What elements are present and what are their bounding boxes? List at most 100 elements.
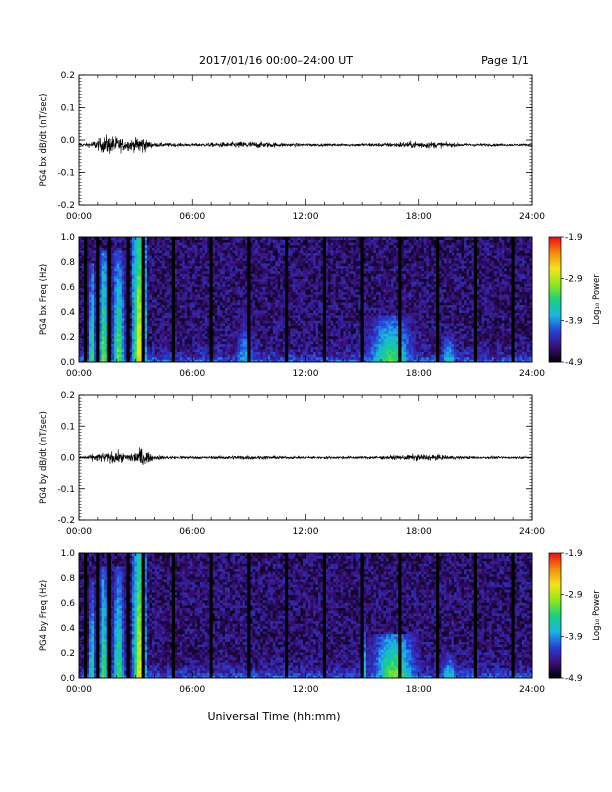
spectrogram-cell (255, 315, 259, 319)
spectrogram-cell (240, 268, 243, 272)
spectrogram-cell (177, 257, 181, 261)
spectrogram-cell (237, 335, 241, 339)
spectrogram-cell (199, 252, 203, 256)
spectrogram-cell (99, 263, 103, 267)
spectrogram-cell (250, 239, 254, 243)
spectrogram-cell (204, 291, 208, 295)
spectrogram-cell (255, 276, 259, 280)
spectrogram-cell (219, 354, 223, 358)
spectrogram-cell (119, 309, 123, 313)
spectrogram-cell (325, 283, 329, 287)
spectrogram-cell (227, 320, 231, 324)
spectrogram-cell (245, 312, 249, 316)
spectrogram-cell (139, 356, 143, 360)
spectrogram-cell (315, 247, 319, 251)
spectrogram-cell (275, 276, 279, 280)
spectrogram-cell (101, 260, 105, 264)
spectrogram-cell (270, 320, 274, 324)
spectrogram-cell (189, 239, 193, 243)
spectrogram-cell (89, 270, 92, 274)
spectrogram-cell (111, 320, 115, 324)
spectrogram-cell (315, 322, 319, 326)
spectrogram-cell (305, 354, 309, 358)
spectrogram-cell (297, 304, 301, 308)
spectrogram-cell (252, 276, 256, 280)
spectrogram-cell (250, 356, 254, 360)
spectrogram-cell (207, 260, 211, 264)
spectrogram-cell (119, 273, 123, 277)
spectrogram-cell (318, 294, 321, 298)
spectrogram-cell (86, 255, 90, 259)
spectrogram-cell (252, 270, 256, 274)
spectrogram-cell (124, 312, 128, 316)
spectrogram-cell (207, 312, 211, 316)
spectrogram-cell (214, 302, 218, 306)
spectrogram-cell (255, 309, 259, 313)
spectrogram-cell (134, 351, 138, 355)
spectrogram-cell (262, 307, 266, 311)
spectrogram-cell (192, 239, 196, 243)
spectrogram-cell (129, 304, 133, 308)
spectrogram-cell (315, 309, 319, 313)
spectrogram-cell (114, 273, 118, 277)
spectrogram-cell (277, 281, 281, 285)
spectrogram-cell (86, 294, 90, 298)
spectrogram-cell (325, 322, 329, 326)
spectrogram-cell (174, 307, 178, 311)
spectrogram-cell (300, 252, 304, 256)
spectrogram-cell (104, 315, 108, 319)
spectrogram-cell (86, 257, 90, 261)
spectrogram-cell (290, 343, 294, 347)
spectrogram-cell (295, 351, 299, 355)
spectrogram-cell (267, 283, 271, 287)
spectrogram-cell (189, 247, 193, 251)
spectrogram-cell (255, 333, 259, 337)
spectrogram-cell (182, 281, 186, 285)
spectrogram-cell (164, 283, 168, 287)
spectrogram-cell (320, 255, 324, 259)
spectrogram-cell (305, 294, 309, 298)
spectrogram-cell (151, 317, 155, 321)
spectrogram-cell (237, 281, 241, 285)
spectrogram-cell (119, 338, 123, 342)
spectrogram-cell (144, 317, 148, 321)
spectrogram-cell (267, 255, 271, 259)
spectrogram-cell (302, 328, 306, 332)
spectrogram-cell (184, 265, 188, 269)
spectrogram-cell (197, 322, 201, 326)
spectrogram-cell (131, 348, 135, 352)
spectrogram-cell (277, 247, 281, 251)
spectrogram-cell (300, 270, 304, 274)
spectrogram-cell (310, 257, 314, 261)
spectrogram-cell (315, 351, 319, 355)
spectrogram-cell (111, 341, 115, 345)
spectrogram-cell (214, 304, 218, 308)
spectrogram-cell (86, 263, 90, 267)
spectrogram-cell (202, 239, 206, 243)
spectrogram-cell (217, 283, 221, 287)
spectrogram-cell (131, 257, 135, 261)
spectrogram-cell (328, 286, 332, 290)
spectrogram-cell (192, 328, 196, 332)
spectrogram-cell (252, 273, 256, 277)
spectrogram-cell (214, 242, 218, 246)
spectrogram-cell (162, 294, 165, 298)
spectrogram-cell (265, 252, 269, 256)
spectrogram-cell (257, 296, 261, 300)
spectrogram-cell (305, 351, 309, 355)
spectrogram-cell (182, 260, 186, 264)
spectrogram-cell (129, 268, 133, 272)
spectrogram-cell (197, 359, 201, 363)
spectrogram-cell (222, 322, 226, 326)
spectrogram-cell (328, 244, 332, 248)
spectrogram-cell (320, 289, 324, 293)
spectrogram-cell (212, 244, 216, 248)
spectrogram-cell (222, 247, 226, 251)
spectrogram-cell (315, 255, 319, 259)
spectrogram-cell (212, 356, 216, 360)
spectrogram-cell (91, 320, 95, 324)
spectrogram-cell (295, 356, 299, 360)
spectrogram-cell (111, 322, 115, 326)
spectrogram-cell (129, 283, 133, 287)
spectrogram-cell (328, 346, 332, 350)
